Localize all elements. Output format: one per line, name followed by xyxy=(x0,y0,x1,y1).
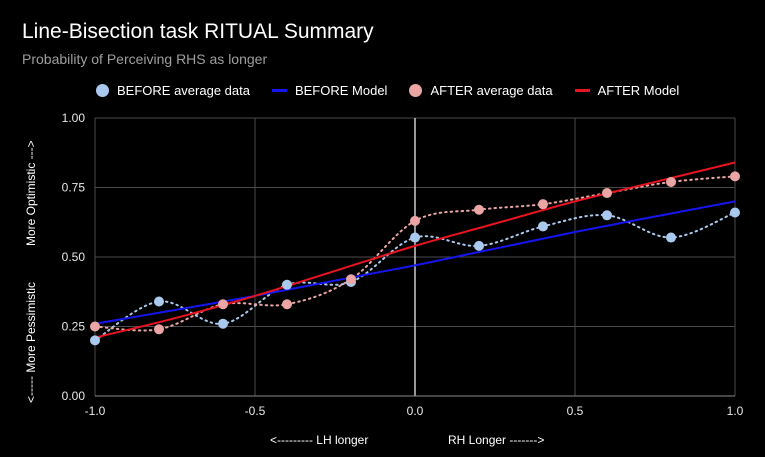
y-tick-label-2: 0.50 xyxy=(62,250,86,264)
chart-subtitle: Probability of Perceiving RHS as longer xyxy=(22,51,268,67)
legend-item-before-model[interactable]: BEFORE Model xyxy=(271,82,388,98)
series-layer xyxy=(90,161,740,346)
y-tick-label-3: 0.75 xyxy=(62,181,86,195)
series-after-data-point-0 xyxy=(90,321,100,332)
series-after-data-point-3 xyxy=(282,299,292,310)
y-tick-label-4: 1.00 xyxy=(62,111,86,125)
x-axis-label-left: <--------- LH longer xyxy=(270,433,368,447)
legend-item-after-model[interactable]: AFTER Model xyxy=(574,82,680,98)
legend: BEFORE average data BEFORE Model AFTER a… xyxy=(96,80,701,100)
y-axis-label-bottom: <----- More Pessimistic xyxy=(24,282,38,403)
x-tick-label-4: 1.0 xyxy=(727,404,744,418)
series-before-data-point-7 xyxy=(538,221,548,232)
series-before-data-point-6 xyxy=(474,240,484,251)
legend-label-before-data: BEFORE average data xyxy=(117,82,250,98)
y-axis-label-top: More Optimistic ---> xyxy=(24,140,38,246)
x-tick-label-3: 0.5 xyxy=(567,404,584,418)
series-before-data-point-3 xyxy=(282,279,292,290)
series-after-data-point-4 xyxy=(346,274,356,285)
series-after-data-point-2 xyxy=(218,299,228,310)
series-after-data-point-7 xyxy=(538,199,548,210)
series-before-data-point-1 xyxy=(154,296,164,307)
series-before-data-point-0 xyxy=(90,335,100,346)
y-tick-label-0: 0.00 xyxy=(62,389,86,403)
series-after-data-point-6 xyxy=(474,204,484,215)
x-tick-label-2: 0.0 xyxy=(407,404,424,418)
x-axis-label-right: RH Longer -------> xyxy=(448,433,544,447)
series-before-data-point-9 xyxy=(666,232,676,243)
legend-label-after-model: AFTER Model xyxy=(597,82,680,98)
series-after-data-point-5 xyxy=(410,215,420,226)
y-tick-label-1: 0.25 xyxy=(62,320,86,334)
series-before-data-point-8 xyxy=(602,210,612,221)
series-before-data-point-2 xyxy=(218,318,228,329)
series-before-data-point-5 xyxy=(410,232,420,243)
legend-swatch-after-model xyxy=(574,88,590,92)
legend-swatch-before-model xyxy=(271,88,287,92)
y-tick-labels: 0.00 0.25 0.50 0.75 1.00 xyxy=(62,111,86,403)
series-after-data-point-10 xyxy=(730,171,740,182)
x-tick-labels: -1.0 -0.5 0.0 0.5 1.0 xyxy=(85,404,744,418)
legend-label-before-model: BEFORE Model xyxy=(294,82,388,98)
series-after-data-point-8 xyxy=(602,188,612,199)
legend-swatch-after-data xyxy=(409,83,423,97)
series-before-model-line xyxy=(94,200,736,325)
series-after-data-point-9 xyxy=(666,176,676,187)
x-tick-label-1: -0.5 xyxy=(245,404,266,418)
legend-item-before-data[interactable]: BEFORE average data xyxy=(96,83,250,98)
legend-item-after-data[interactable]: AFTER average data xyxy=(409,82,553,98)
x-tick-label-0: -1.0 xyxy=(85,404,106,418)
series-after-data-point-1 xyxy=(154,324,164,335)
legend-swatch-before-data xyxy=(96,83,109,97)
grid-lines xyxy=(94,117,736,397)
legend-label-after-data: AFTER average data xyxy=(430,82,553,98)
series-before-data-point-10 xyxy=(730,207,740,218)
chart-title: Line-Bisection task RITUAL Summary xyxy=(22,20,374,43)
series-after-model-line xyxy=(94,161,736,339)
